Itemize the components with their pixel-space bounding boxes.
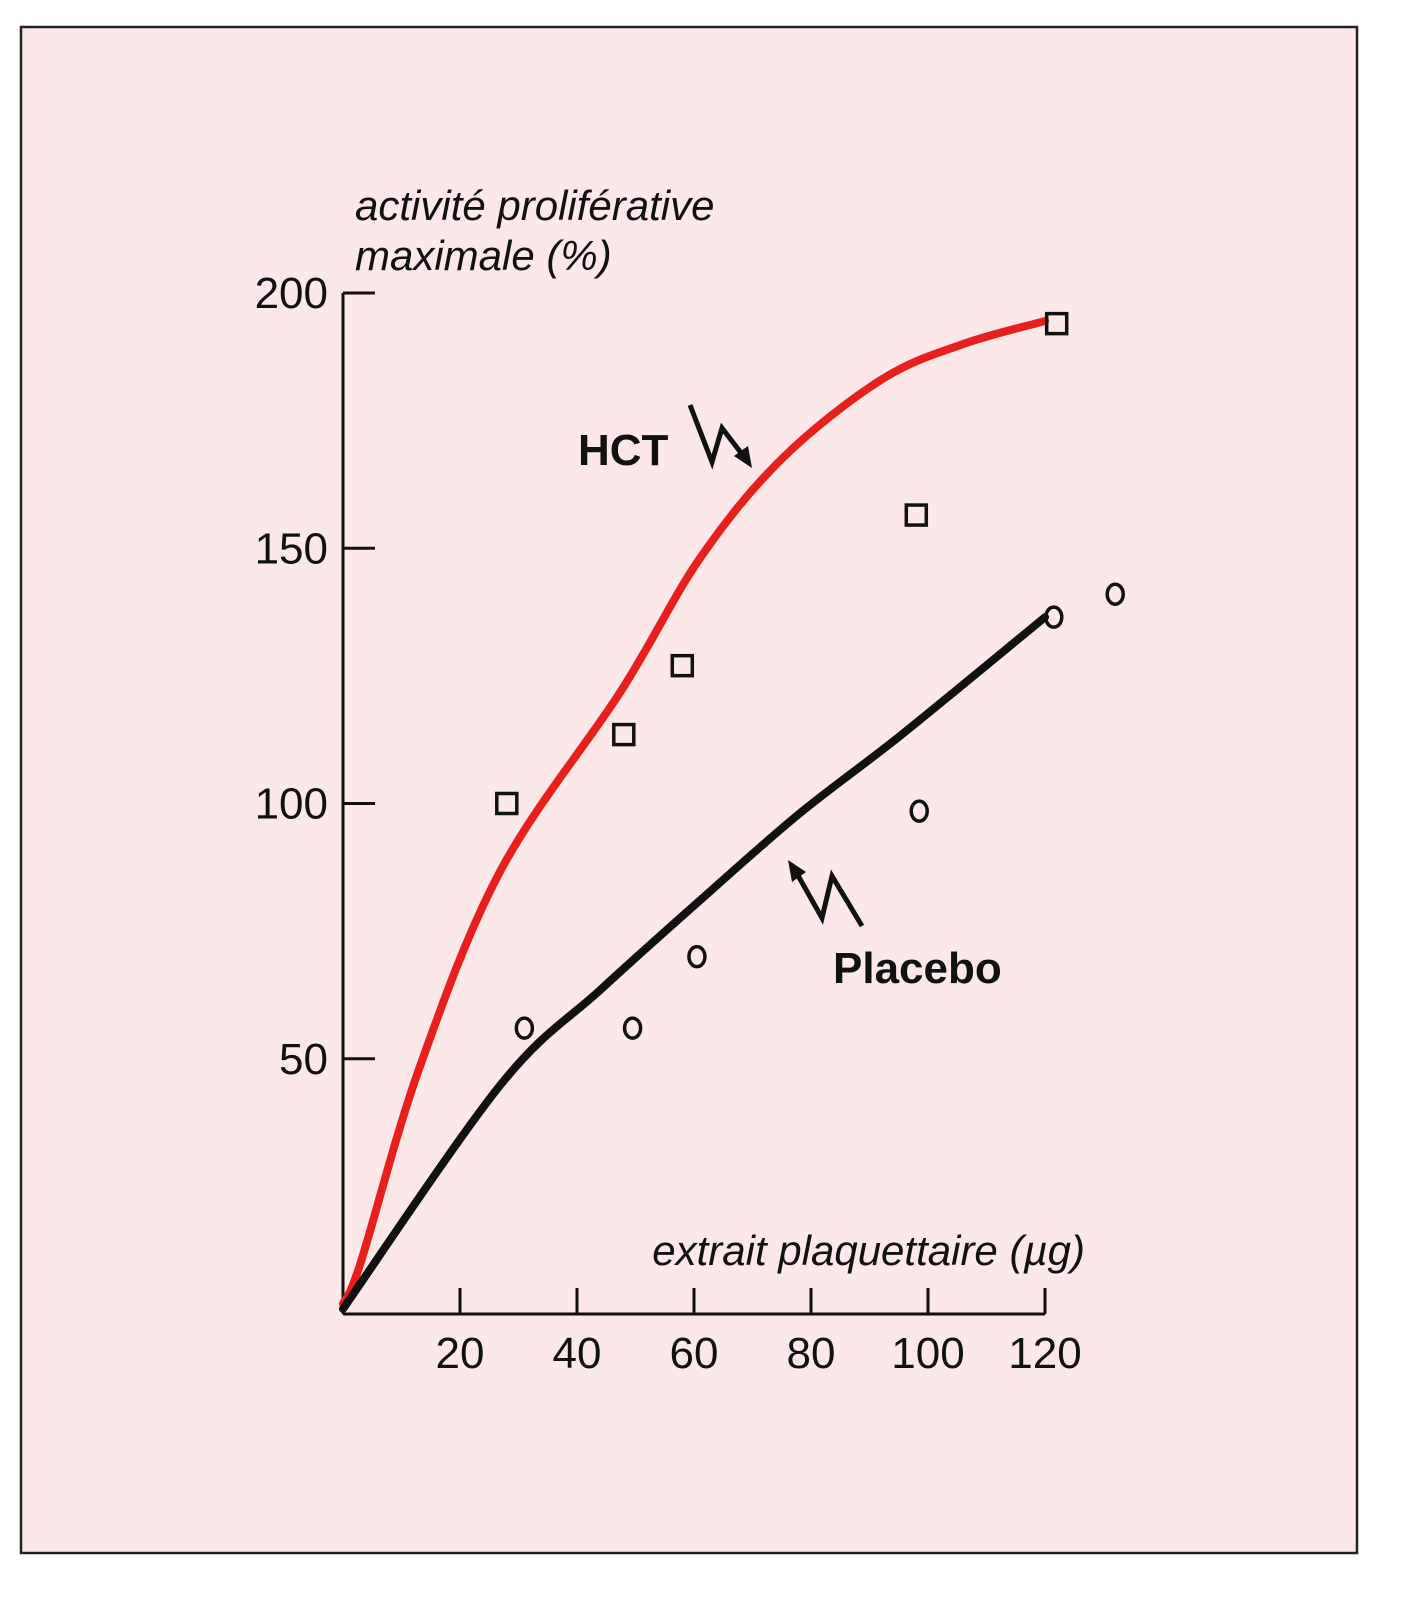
point-placebo — [687, 944, 707, 969]
x-tick-label: 120 — [1008, 1329, 1081, 1378]
y-tick-label: 150 — [255, 524, 328, 573]
point-placebo — [1105, 582, 1125, 606]
annotation-hct: HCT — [578, 426, 669, 475]
annotation-placebo: Placebo — [833, 944, 1002, 993]
curve-placebo — [339, 613, 1049, 1313]
placebo-arrow-icon — [793, 869, 865, 928]
point-hct — [612, 722, 636, 747]
y-axis-title-line2: maximale (%) — [355, 232, 612, 279]
point-hct — [670, 653, 695, 678]
x-tick-label: 80 — [787, 1329, 836, 1378]
placebo-arrowhead-icon — [788, 860, 806, 882]
chart-frame — [19, 25, 1359, 1555]
y-tick-label: 100 — [255, 780, 328, 829]
y-axis-title-line1: activité proliférative — [355, 182, 714, 229]
point-placebo — [909, 799, 929, 823]
x-tick-label: 40 — [553, 1329, 602, 1378]
point-placebo — [1044, 605, 1064, 629]
hct-arrow-icon — [687, 404, 750, 470]
y-tick-label: 50 — [279, 1035, 328, 1084]
point-hct — [1044, 311, 1069, 336]
point-placebo — [514, 1016, 535, 1040]
x-tick-label: 100 — [891, 1329, 964, 1378]
x-tick-label: 60 — [670, 1329, 719, 1378]
data-points — [495, 311, 1125, 1040]
point-hct — [495, 791, 519, 816]
point-hct — [904, 503, 929, 527]
axes: 50 100 150 200 20 40 60 80 100 120 — [255, 269, 1082, 1378]
x-axis-title: extrait plaquettaire (µg) — [652, 1227, 1085, 1274]
curve-hct — [339, 317, 1049, 1308]
curves — [339, 317, 1049, 1313]
hct-arrowhead-icon — [734, 446, 752, 468]
y-tick-label: 200 — [255, 269, 328, 318]
point-placebo — [622, 1016, 643, 1040]
x-tick-label: 20 — [436, 1329, 485, 1378]
